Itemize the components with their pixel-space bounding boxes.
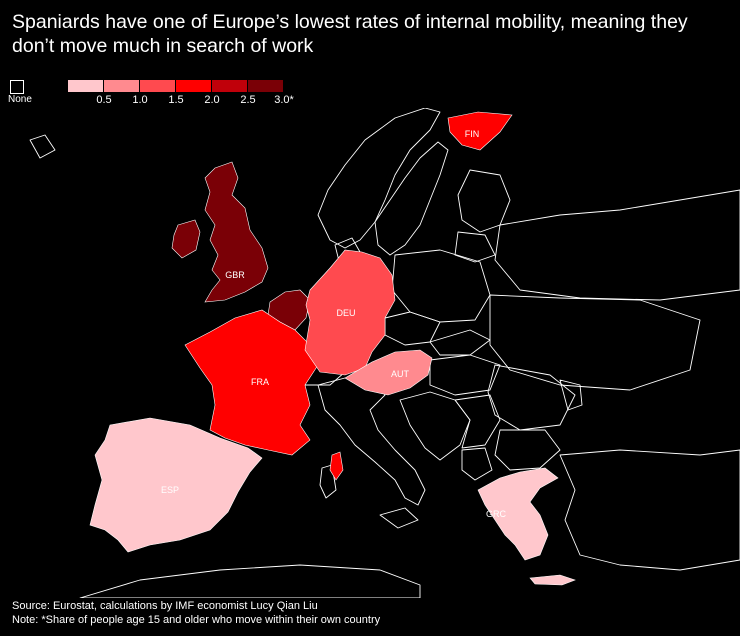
legend-tick-label: 3.0*	[274, 94, 294, 106]
legend-none-label: None	[8, 94, 32, 105]
legend-swatch	[104, 80, 139, 92]
country-esp	[89, 417, 263, 553]
legend-swatch	[68, 80, 103, 92]
legend-tick-label: 0.5	[96, 94, 112, 106]
country-deu	[304, 249, 396, 376]
label-gbr: GBR	[225, 270, 245, 280]
label-deu: DEU	[336, 308, 355, 318]
label-grc: GRC	[486, 509, 507, 519]
label-esp: ESP	[161, 485, 179, 495]
legend-swatch	[176, 80, 211, 92]
label-aut: AUT	[391, 369, 410, 379]
country-fin	[447, 111, 513, 151]
legend-swatch	[140, 80, 175, 92]
legend-tick-label: 2.5	[240, 94, 256, 106]
country-aut	[344, 349, 433, 396]
legend-tick-label: 1.0	[132, 94, 148, 106]
country-irl	[171, 219, 201, 259]
country-grc-crete	[529, 574, 576, 586]
legend-tick-label: 1.5	[168, 94, 184, 106]
chart-title: Spaniards have one of Europe’s lowest ra…	[12, 11, 688, 57]
legend-none-swatch	[10, 80, 24, 94]
legend-tick-label: 2.0	[204, 94, 220, 106]
note-text: Note: *Share of people age 15 and older …	[12, 614, 381, 626]
country-fra-corsica	[329, 451, 344, 481]
country-fra	[184, 309, 321, 456]
country-grc	[477, 467, 559, 561]
europe-map: GBR FRA DEU AUT ESP GRC FIN	[29, 108, 740, 598]
source-text: Source: Eurostat, calculations by IMF ec…	[12, 600, 318, 612]
legend-swatch	[212, 80, 247, 92]
label-fra: FRA	[251, 377, 269, 387]
legend-swatch	[248, 80, 283, 92]
country-gbr	[204, 161, 269, 303]
label-fin: FIN	[465, 129, 480, 139]
